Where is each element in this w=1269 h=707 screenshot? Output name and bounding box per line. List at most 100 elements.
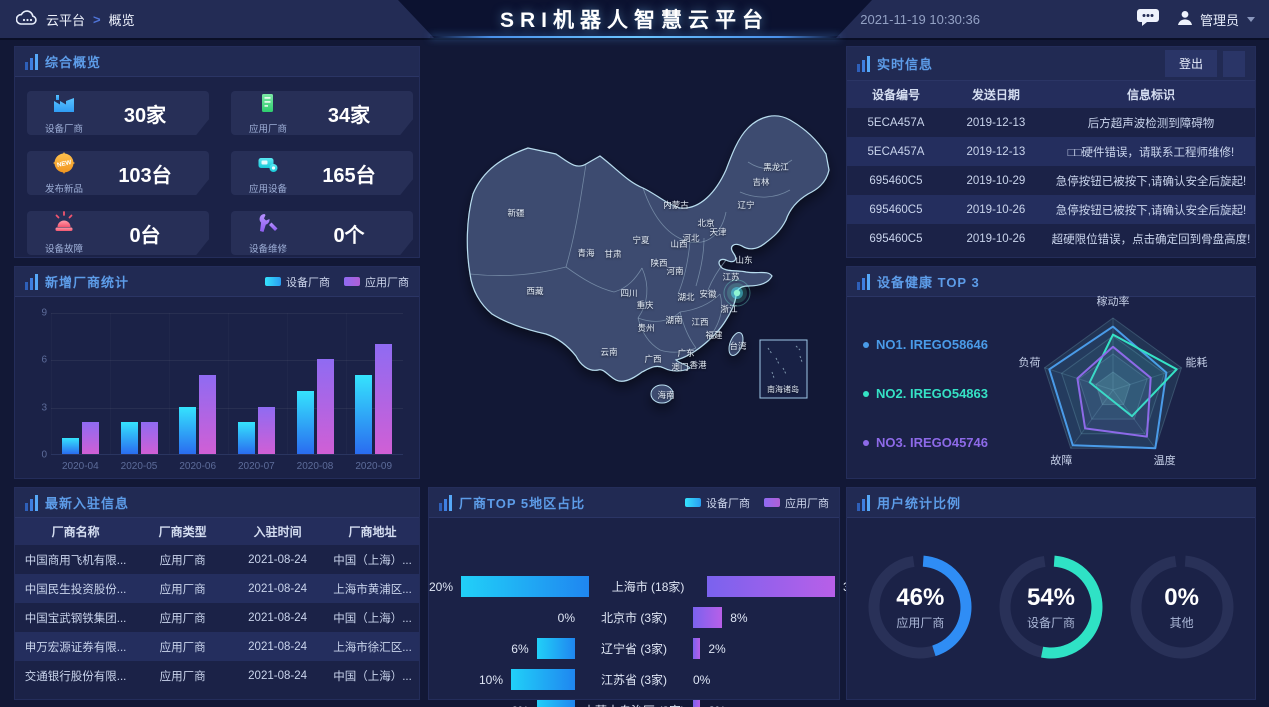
bar-应用厂商[interactable] (257, 406, 275, 454)
stat-card[interactable]: 设备维修 0个 (231, 211, 413, 255)
map-label-浙江: 浙江 (720, 304, 738, 314)
stat-card[interactable]: 设备故障 0台 (27, 211, 209, 255)
tornado-right: 0% (693, 673, 839, 687)
table-cell: 中国（上海）... (333, 554, 412, 567)
tornado-row: 10% 江苏省 (3家) 0% (429, 669, 839, 690)
tornado-row: 6% 内蒙古自治区 (3家) 2% (429, 700, 839, 707)
map-label-重庆: 重庆 (636, 300, 654, 310)
tornado-left-bar[interactable] (536, 700, 575, 707)
realtime-row[interactable]: 695460C5 2019-10-29 急停按钮已被按下,请确认安全后旋起! (847, 166, 1255, 195)
entries-row[interactable]: 中国宝武钢铁集团... 应用厂商 2021-08-24 中国（上海）... (15, 603, 419, 632)
panel-bars-icon (857, 494, 870, 511)
stat-card-label: 设备厂商 (44, 124, 83, 135)
bar-设备厂商[interactable] (61, 438, 79, 454)
stat-card-label: 发布新品 (44, 184, 83, 195)
tornado-left-value: 20% (429, 579, 454, 594)
map-label-青海: 青海 (577, 248, 595, 258)
radar-legend-item[interactable]: NO3. IREGO45746 (863, 435, 988, 450)
realtime-row[interactable]: 695460C5 2019-10-26 超硬限位错误，点击确定回到骨盘高度! (847, 224, 1255, 253)
taiwan-island[interactable] (726, 331, 745, 358)
breadcrumb-app[interactable]: 云平台 (46, 12, 86, 28)
bar-应用厂商[interactable] (375, 343, 393, 454)
donut-center: 0% 其他 (1123, 548, 1241, 666)
china-outline[interactable] (466, 115, 830, 382)
bar-设备厂商[interactable] (237, 422, 255, 454)
donut-其他: 0% 其他 (1123, 548, 1241, 666)
bar-group: 2020-08 (286, 313, 345, 472)
hainan-island[interactable] (650, 384, 674, 404)
legend-swatch (764, 498, 780, 507)
donut-value: 54% (1026, 583, 1075, 611)
radar-spoke (1070, 389, 1114, 449)
bar-应用厂商[interactable] (140, 422, 158, 454)
radar-legend-item[interactable]: NO2. IREGO54863 (863, 386, 988, 401)
donut-ring (868, 555, 972, 659)
realtime-row[interactable]: 5ECA457A 2019-12-13 □□硬件错误，请联系工程师维修! (847, 137, 1255, 166)
bar-设备厂商[interactable] (355, 375, 373, 454)
entries-row[interactable]: 交通银行股份有限... 应用厂商 2021-08-24 中国（上海）... (15, 661, 419, 690)
gridline (51, 313, 403, 314)
tornado-right-bar[interactable] (707, 576, 836, 597)
realtime-row[interactable]: 5ECA457A 2019-12-13 后方超声波检测到障碍物 (847, 108, 1255, 137)
donut-应用厂商: 46% 应用厂商 (861, 548, 979, 666)
legend-item[interactable]: 应用厂商 (764, 495, 829, 511)
stat-card[interactable]: 应用厂商 34家 (231, 91, 413, 135)
stat-card-icon-wrap: 设备厂商 (37, 91, 91, 135)
map-label-河北: 河北 (682, 233, 700, 243)
bar-应用厂商[interactable] (199, 375, 217, 454)
shanghai-marker[interactable] (723, 279, 751, 307)
tornado-row: 6% 辽宁省 (3家) 2% (429, 638, 839, 659)
bar-group: 2020-05 (110, 313, 169, 472)
entries-table: 厂商名称 厂商类型 入驻时间 厂商地址 中国商用飞机有限... 应用厂商 2021-08-2… (15, 518, 419, 690)
y-axis-tick: 6 (41, 354, 47, 366)
message-icon[interactable] (1136, 7, 1160, 32)
panel-bars-icon (25, 494, 38, 511)
tornado-right-bar[interactable] (693, 607, 723, 628)
map-label-北京: 北京 (697, 218, 714, 228)
entries-row[interactable]: 申万宏源证券有限... 应用厂商 2021-08-24 上海市徐汇区... (15, 632, 419, 661)
stat-card[interactable]: 设备厂商 30家 (27, 91, 209, 135)
table-cell: 695460C5 (869, 232, 923, 245)
stat-card-value: 0台 (129, 224, 161, 247)
breadcrumb-page[interactable]: 概览 (108, 12, 135, 28)
tornado-right-value: 2% (708, 704, 725, 707)
tornado-category: 上海市 (18家) (611, 580, 685, 594)
tornado-left-bar[interactable] (511, 669, 575, 690)
radar-axis-label: 能耗 (1186, 355, 1208, 369)
column-header: 厂商类型 (136, 518, 230, 545)
legend-item[interactable]: 应用厂商 (344, 274, 409, 290)
tornado-right-value: 0% (693, 672, 711, 687)
tornado-left-bar[interactable] (461, 576, 590, 597)
bar-应用厂商[interactable] (316, 359, 334, 454)
table-cell: 急停按钮已被按下,请确认安全后旋起! (1046, 195, 1255, 224)
legend-item[interactable]: 设备厂商 (265, 274, 330, 290)
bar-设备厂商[interactable] (296, 390, 314, 454)
stat-card[interactable]: 应用设备 165台 (231, 151, 413, 195)
bar-设备厂商[interactable] (179, 406, 197, 454)
y-axis-tick: 9 (41, 307, 47, 319)
stat-card[interactable]: NEW 发布新品 103台 (27, 151, 209, 195)
donut-center: 46% 应用厂商 (861, 548, 979, 666)
bar-group: 2020-06 (168, 313, 227, 472)
panel-title-realtime: 实时信息 (877, 57, 934, 72)
stat-card-label: 设备维修 (248, 244, 287, 255)
legend-item[interactable]: 设备厂商 (685, 495, 750, 511)
entries-row[interactable]: 中国商用飞机有限... 应用厂商 2021-08-24 中国（上海）... (15, 545, 419, 574)
user-menu[interactable]: 管理员 (1176, 9, 1255, 30)
new-product-icon: NEW (52, 151, 76, 180)
realtime-row[interactable]: 695460C5 2019-10-26 急停按钮已被按下,请确认安全后旋起! (847, 195, 1255, 224)
tornado-right-bar[interactable] (693, 638, 701, 659)
tornado-left-bar[interactable] (536, 638, 575, 659)
logout-button[interactable]: 登出 (1164, 50, 1217, 77)
bar-设备厂商[interactable] (120, 422, 138, 454)
entries-row[interactable]: 中国民生投资股份... 应用厂商 2021-08-24 上海市黄浦区... (15, 574, 419, 603)
map-label-新疆: 新疆 (507, 208, 525, 218)
table-cell: □□硬件错误，请联系工程师维修! (1046, 137, 1255, 166)
tornado-right-bar[interactable] (693, 700, 701, 707)
radar-legend-item[interactable]: NO1. IREGO58646 (863, 337, 988, 352)
stat-card-label: 设备故障 (44, 244, 83, 255)
panel-bars-icon (25, 53, 38, 70)
tornado-category: 辽宁省 (3家) (600, 642, 667, 656)
bar-应用厂商[interactable] (81, 422, 99, 454)
